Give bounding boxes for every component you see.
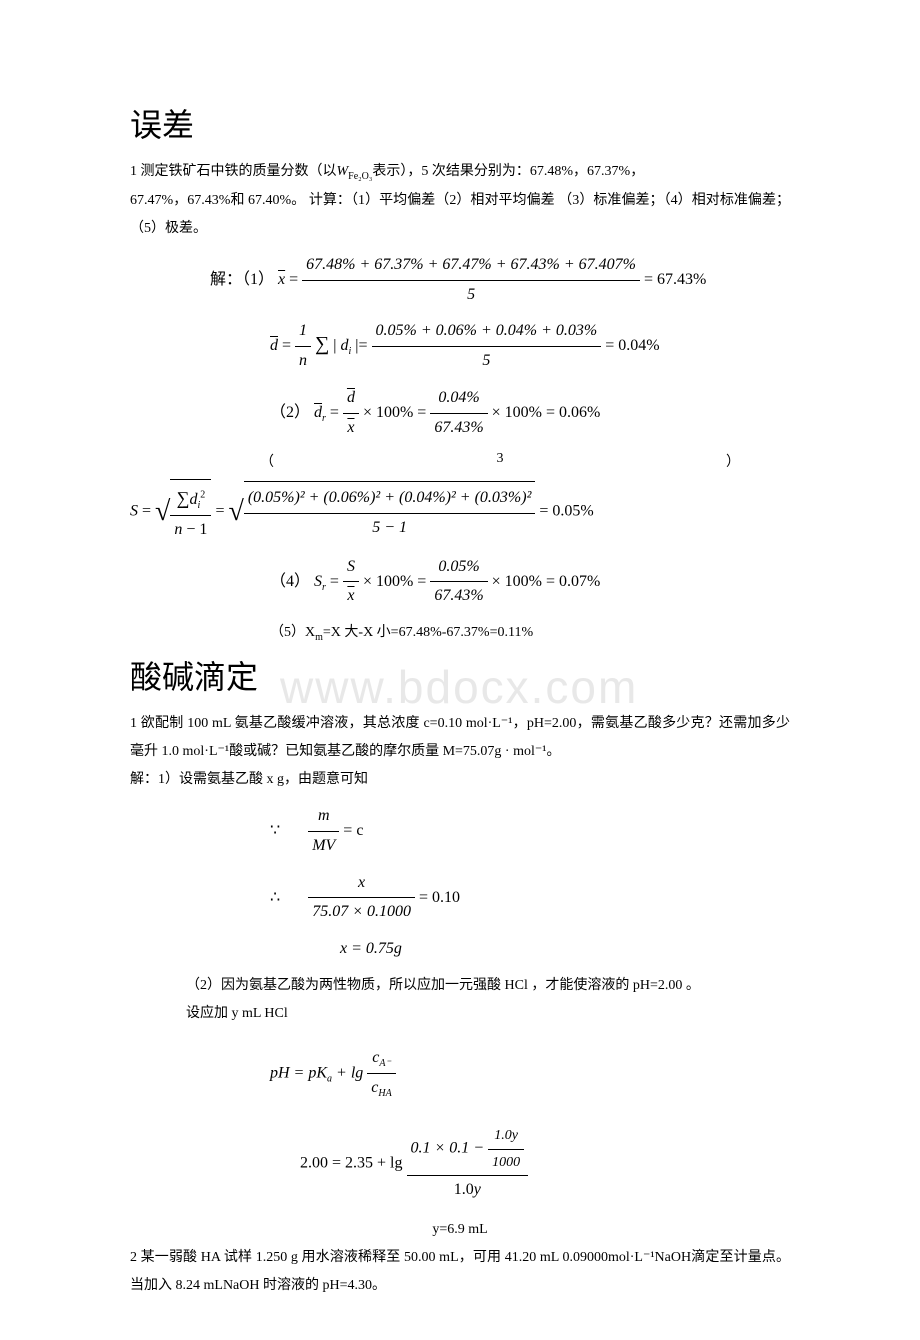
eq5-if-num: 1.0y: [488, 1123, 524, 1149]
s2-sol2-l2: 设应加 y mL HCl: [186, 1000, 790, 1028]
formula-2: d = 1n ∑ | di |= 0.05% + 0.06% + 0.04% +…: [270, 317, 790, 376]
s2-sol1: 解：1）设需氨基乙酸 x g，由题意可知: [130, 766, 790, 794]
f6-label: （5）X: [270, 625, 315, 640]
eq4-lhs: pH = pK: [270, 1064, 327, 1081]
s2-sol2-l1: （2）因为氨基乙酸为两性物质，所以应加一元强酸 HCl ，才能使溶液的 pH=2…: [186, 972, 790, 1000]
section2-title: 酸碱滴定: [130, 652, 790, 698]
eq5-in1: 0.1 × 0.1 −: [411, 1140, 485, 1157]
paren-left: （: [260, 451, 274, 471]
eq4-den-sub: HA: [378, 1088, 391, 1099]
eq4-mid: + lg: [332, 1064, 363, 1081]
f5-mid: × 100% =: [363, 573, 426, 590]
eq1-rhs: = c: [343, 822, 363, 839]
q1-var-sub: Fe₂O₃: [348, 171, 372, 182]
q1-var: W: [337, 164, 349, 179]
eq2-den: 75.07 × 0.1000: [308, 898, 415, 927]
s2-eq1: ∵ m MV = c: [270, 802, 790, 861]
f4-sqrt-den: 5 − 1: [244, 514, 536, 543]
s2-q1-text: 1 欲配制 100 mL 氨基乙酸缓冲溶液，其总浓度 c=0.10 mol·L⁻…: [130, 710, 790, 766]
f5-label: （4）: [270, 573, 310, 590]
f4-result: = 0.05%: [539, 502, 593, 519]
formula-6: （5）Xm=X 大-X 小=67.48%-67.37%=0.11%: [270, 619, 790, 648]
s2-eq3: x = 0.75g: [340, 935, 790, 964]
f5-num: 0.05%: [430, 553, 487, 583]
eq5-if-den: 1000: [488, 1150, 524, 1175]
q1-text1: 1 测定铁矿石中铁的质量分数（以: [130, 164, 337, 179]
f3-num: 0.04%: [430, 384, 487, 414]
f2-num: 0.05% + 0.06% + 0.04% + 0.03%: [372, 317, 602, 347]
eq2-num: x: [308, 869, 415, 899]
f3-den: 67.43%: [430, 414, 487, 443]
eq2-rhs: = 0.10: [419, 889, 460, 906]
f1-den: 5: [302, 281, 640, 310]
section1-title: 误差: [130, 100, 790, 146]
paren-right: ）: [726, 451, 740, 471]
formula-1: 解：（1） x = 67.48% + 67.37% + 67.47% + 67.…: [210, 251, 790, 310]
eq3: x = 0.75g: [340, 940, 402, 957]
s2-eq2: ∴ x 75.07 × 0.1000 = 0.10: [270, 869, 790, 928]
f1-result: = 67.43%: [644, 271, 706, 288]
eq5-den: 1.0y: [407, 1176, 529, 1205]
paren-3: （ 3 ）: [130, 451, 790, 471]
q1-para1: 1 测定铁矿石中铁的质量分数（以WFe₂O₃表示），5 次结果分别为：67.48…: [130, 158, 790, 187]
f5-result: × 100% = 0.07%: [492, 573, 601, 590]
s2-eq6: y=6.9 mL: [130, 1216, 790, 1244]
f6-sub1: m: [315, 632, 323, 643]
s2-eq4: pH = pKa + lg cA⁻ cHA: [270, 1044, 790, 1103]
eq4-num-sub: A⁻: [379, 1058, 390, 1069]
eq1-num: m: [308, 802, 339, 832]
f3-result: × 100% = 0.06%: [492, 404, 601, 421]
formula-3: （2） dr = dx × 100% = 0.04% 67.43% × 100%…: [270, 384, 790, 443]
f4-sqrt-num: (0.05%)² + (0.06%)² + (0.04%)² + (0.03%)…: [244, 484, 536, 514]
f6-text: =X 大-X 小=67.48%-67.37%=0.11%: [323, 625, 533, 640]
f5-den: 67.43%: [430, 582, 487, 611]
s2-eq5: 2.00 = 2.35 + lg 0.1 × 0.1 − 1.0y1000 1.…: [300, 1123, 790, 1204]
s2-q2: 2 某一弱酸 HA 试样 1.250 g 用水溶液稀释至 50.00 mL，可用…: [130, 1244, 790, 1300]
page-content: 误差 1 测定铁矿石中铁的质量分数（以WFe₂O₃表示），5 次结果分别为：67…: [130, 100, 790, 1300]
eq5-lhs: 2.00 = 2.35 + lg: [300, 1155, 403, 1172]
f3-mid: × 100% =: [363, 404, 426, 421]
eq1-den: MV: [308, 832, 339, 861]
f3-label: （2）: [270, 404, 310, 421]
sol-label: 解：（1）: [210, 271, 274, 288]
q1-para2: 67.47%，67.43%和 67.40%。 计算：（1）平均偏差（2）相对平均…: [130, 187, 790, 243]
f2-result: = 0.04%: [605, 337, 659, 354]
paren-num: 3: [497, 451, 504, 471]
f1-num: 67.48% + 67.37% + 67.47% + 67.43% + 67.4…: [302, 251, 640, 281]
formula-5: （4） Sr = Sx × 100% = 0.05% 67.43% × 100%…: [270, 553, 790, 612]
formula-4: S = √∑di2n − 1 = √ (0.05%)² + (0.06%)² +…: [130, 479, 790, 545]
f2-den: 5: [372, 347, 602, 376]
q1-text2: 表示），5 次结果分别为：67.48%，67.37%，: [372, 164, 644, 179]
